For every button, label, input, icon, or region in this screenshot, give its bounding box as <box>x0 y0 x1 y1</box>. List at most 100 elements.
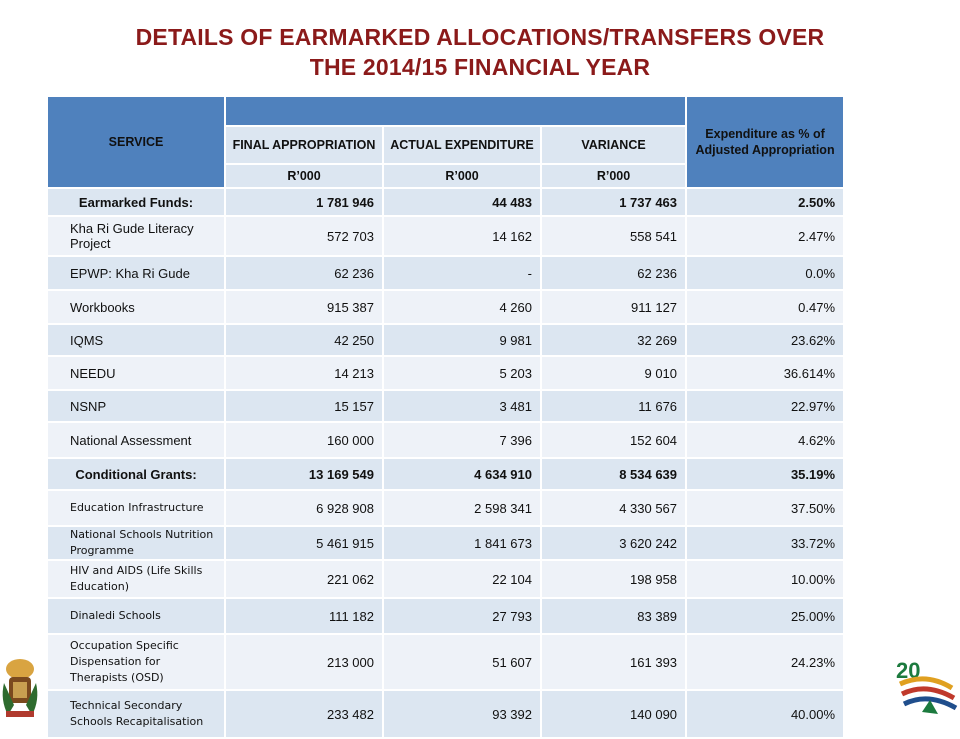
service-cell: NEEDU <box>46 355 226 391</box>
actual-expenditure-cell: 93 392 <box>382 689 542 739</box>
expenditure-pct-cell: 22.97% <box>685 389 846 423</box>
variance-cell: 558 541 <box>539 215 688 257</box>
variance-cell: 9 010 <box>539 355 688 391</box>
title-line-1: DETAILS OF EARMARKED ALLOCATIONS/TRANSFE… <box>135 24 825 50</box>
expenditure-pct-cell: 0.47% <box>685 289 846 325</box>
actual-expenditure-cell: 22 104 <box>382 559 542 599</box>
final-appropriation-cell: 213 000 <box>224 633 384 691</box>
service-cell: Kha Ri Gude Literacy Project <box>46 215 226 257</box>
allocations-table: SERVICE Expenditure as % of Adjusted App… <box>46 95 846 739</box>
variance-cell: 62 236 <box>539 255 688 291</box>
expenditure-pct-cell: 35.19% <box>685 457 846 491</box>
actual-expenditure-cell: 14 162 <box>382 215 542 257</box>
service-cell: EPWP: Kha Ri Gude <box>46 255 226 291</box>
title-line-2: THE 2014/15 FINANCIAL YEAR <box>309 54 651 80</box>
actual-expenditure-cell: 4 260 <box>382 289 542 325</box>
20-years-of-freedom-logo: 20 <box>896 658 958 714</box>
expenditure-pct-cell: 37.50% <box>685 489 846 527</box>
final-appropriation-cell: 221 062 <box>224 559 384 599</box>
actual-expenditure-cell: 3 481 <box>382 389 542 423</box>
final-appropriation-cell: 1 781 946 <box>224 187 384 217</box>
final-appropriation-cell: 6 928 908 <box>224 489 384 527</box>
final-appropriation-cell: 14 213 <box>224 355 384 391</box>
final-appropriation-cell: 42 250 <box>224 323 384 357</box>
actual-expenditure-cell: 9 981 <box>382 323 542 357</box>
header-spacer <box>223 95 688 127</box>
service-cell: Conditional Grants: <box>46 457 226 491</box>
table-row: National Schools Nutrition Programme 5 46… <box>46 525 846 561</box>
header-expenditure-pct: Expenditure as % of Adjusted Appropriati… <box>685 95 846 189</box>
service-cell: Occupation Specific Dispensation for The… <box>46 633 226 691</box>
service-cell: Dinaledi Schools <box>46 597 226 635</box>
variance-cell: 8 534 639 <box>539 457 688 491</box>
table-row: National Assessment 160 000 7 396 152 604 4.… <box>46 421 846 459</box>
expenditure-pct-cell: 2.47% <box>685 215 846 257</box>
unit-variance: R’000 <box>539 163 688 189</box>
service-cell: National Assessment <box>46 421 226 459</box>
final-appropriation-cell: 13 169 549 <box>224 457 384 491</box>
expenditure-pct-cell: 23.62% <box>685 323 846 357</box>
expenditure-pct-cell: 40.00% <box>685 689 846 739</box>
final-appropriation-cell: 572 703 <box>224 215 384 257</box>
actual-expenditure-cell: 5 203 <box>382 355 542 391</box>
variance-cell: 161 393 <box>539 633 688 691</box>
variance-cell: 140 090 <box>539 689 688 739</box>
expenditure-pct-cell: 25.00% <box>685 597 846 635</box>
table-row: NEEDU 14 213 5 203 9 010 36.614% <box>46 355 846 391</box>
variance-cell: 11 676 <box>539 389 688 423</box>
actual-expenditure-cell: 44 483 <box>382 187 542 217</box>
service-cell: HIV and AIDS (Life Skills Education) <box>46 559 226 599</box>
table-row: Dinaledi Schools 111 182 27 793 83 389 25.00… <box>46 597 846 635</box>
table-row: EPWP: Kha Ri Gude 62 236-62 236 0.0% <box>46 255 846 291</box>
expenditure-pct-cell: 4.62% <box>685 421 846 459</box>
variance-cell: 1 737 463 <box>539 187 688 217</box>
table-row: Workbooks 915 387 4 260 911 127 0.47% <box>46 289 846 325</box>
group-row: Earmarked Funds: 1 781 946 44 483 1 737 463… <box>46 187 846 217</box>
expenditure-pct-cell: 10.00% <box>685 559 846 599</box>
final-appropriation-cell: 5 461 915 <box>224 525 384 561</box>
variance-cell: 83 389 <box>539 597 688 635</box>
actual-expenditure-cell: - <box>382 255 542 291</box>
header-actual-expenditure: ACTUAL EXPENDITURE <box>382 125 542 165</box>
final-appropriation-cell: 111 182 <box>224 597 384 635</box>
variance-cell: 4 330 567 <box>539 489 688 527</box>
actual-expenditure-cell: 1 841 673 <box>382 525 542 561</box>
service-cell: Technical Secondary Schools Recapitalisa… <box>46 689 226 739</box>
service-cell: NSNP <box>46 389 226 423</box>
variance-cell: 32 269 <box>539 323 688 357</box>
actual-expenditure-cell: 51 607 <box>382 633 542 691</box>
variance-cell: 198 958 <box>539 559 688 599</box>
table-row: Education Infrastructure 6 928 908 2 598 3… <box>46 489 846 527</box>
table-row: Kha Ri Gude Literacy Project 572 703 14 16… <box>46 215 846 257</box>
actual-expenditure-cell: 27 793 <box>382 597 542 635</box>
final-appropriation-cell: 915 387 <box>224 289 384 325</box>
header-service: SERVICE <box>46 95 226 189</box>
group-row: Conditional Grants: 13 169 549 4 634 910 8 … <box>46 457 846 491</box>
service-cell: National Schools Nutrition Programme <box>46 525 226 561</box>
actual-expenditure-cell: 2 598 341 <box>382 489 542 527</box>
coat-of-arms-logo <box>2 659 38 717</box>
final-appropriation-cell: 62 236 <box>224 255 384 291</box>
final-appropriation-cell: 160 000 <box>224 421 384 459</box>
variance-cell: 911 127 <box>539 289 688 325</box>
expenditure-pct-cell: 0.0% <box>685 255 846 291</box>
expenditure-pct-cell: 33.72% <box>685 525 846 561</box>
table-row: HIV and AIDS (Life Skills Education) 221 … <box>46 559 846 599</box>
variance-cell: 152 604 <box>539 421 688 459</box>
service-cell: Workbooks <box>46 289 226 325</box>
variance-cell: 3 620 242 <box>539 525 688 561</box>
table-body: Earmarked Funds: 1 781 946 44 483 1 737 463… <box>46 187 846 739</box>
actual-expenditure-cell: 7 396 <box>382 421 542 459</box>
header-variance: VARIANCE <box>539 125 688 165</box>
final-appropriation-cell: 15 157 <box>224 389 384 423</box>
page-title: DETAILS OF EARMARKED ALLOCATIONS/TRANSFE… <box>0 22 960 82</box>
service-cell: Earmarked Funds: <box>46 187 226 217</box>
unit-actual: R’000 <box>382 163 542 189</box>
actual-expenditure-cell: 4 634 910 <box>382 457 542 491</box>
final-appropriation-cell: 233 482 <box>224 689 384 739</box>
expenditure-pct-cell: 36.614% <box>685 355 846 391</box>
header-final-appropriation: FINAL APPROPRIATION <box>224 125 384 165</box>
service-cell: IQMS <box>46 323 226 357</box>
unit-final: R’000 <box>224 163 384 189</box>
table-row: Technical Secondary Schools Recapitalisa… <box>46 689 846 739</box>
